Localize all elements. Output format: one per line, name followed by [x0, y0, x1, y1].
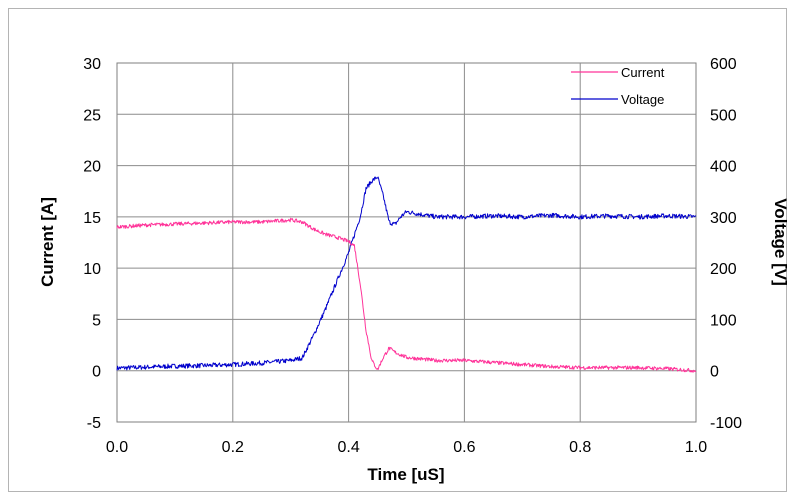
y-right-tick-label: 0	[710, 364, 719, 381]
x-tick-label: 0.6	[453, 439, 475, 456]
y-left-tick-label: 15	[83, 210, 101, 227]
y-left-tick-label: 5	[92, 312, 101, 329]
y-left-tick-label: 20	[83, 159, 101, 176]
y-left-tick-label: 30	[83, 56, 101, 73]
legend-voltage-label: Voltage	[621, 92, 664, 107]
chart-frame: 0.0 0.2 0.4 0.6 0.8 1.0 -5 0 5 10 15 20 25 30 -100 0 100…	[8, 8, 788, 492]
y-right-tick-label: 500	[710, 107, 737, 124]
x-tick-label: 1.0	[685, 439, 707, 456]
y-left-tick-label: 10	[83, 261, 101, 278]
y-right-tick-label: -100	[710, 415, 742, 432]
y-left-tick-label: 0	[92, 364, 101, 381]
x-tick-label: 0.0	[106, 439, 128, 456]
chart-svg: 0.0 0.2 0.4 0.6 0.8 1.0 -5 0 5 10 15 20 25 30 -100 0 100…	[38, 56, 788, 484]
x-tick-label: 0.8	[569, 439, 591, 456]
legend-current-label: Current	[621, 65, 665, 80]
y-right-tick-label: 200	[710, 261, 737, 278]
y-left-tick-label: -5	[87, 415, 101, 432]
grid-lines	[117, 63, 696, 422]
tick-labels: 0.0 0.2 0.4 0.6 0.8 1.0 -5 0 5 10 15 20 25 30 -100 0 100…	[83, 56, 742, 456]
y-right-tick-label: 300	[710, 210, 737, 227]
y-right-tick-label: 600	[710, 56, 737, 73]
y-axis-left-title: Current [A]	[38, 197, 57, 287]
series-line-voltage	[116, 176, 697, 371]
y-axis-right-title: Voltage [V]	[771, 198, 788, 286]
x-axis-title: Time [uS]	[367, 465, 444, 484]
y-right-tick-label: 400	[710, 159, 737, 176]
x-tick-label: 0.4	[337, 439, 359, 456]
legend: Current Voltage	[571, 65, 665, 107]
y-left-tick-label: 25	[83, 107, 101, 124]
series-layer	[116, 176, 697, 373]
series-line-current	[116, 217, 697, 373]
x-tick-label: 0.2	[222, 439, 244, 456]
y-right-tick-label: 100	[710, 312, 737, 329]
plot-area	[116, 62, 697, 423]
